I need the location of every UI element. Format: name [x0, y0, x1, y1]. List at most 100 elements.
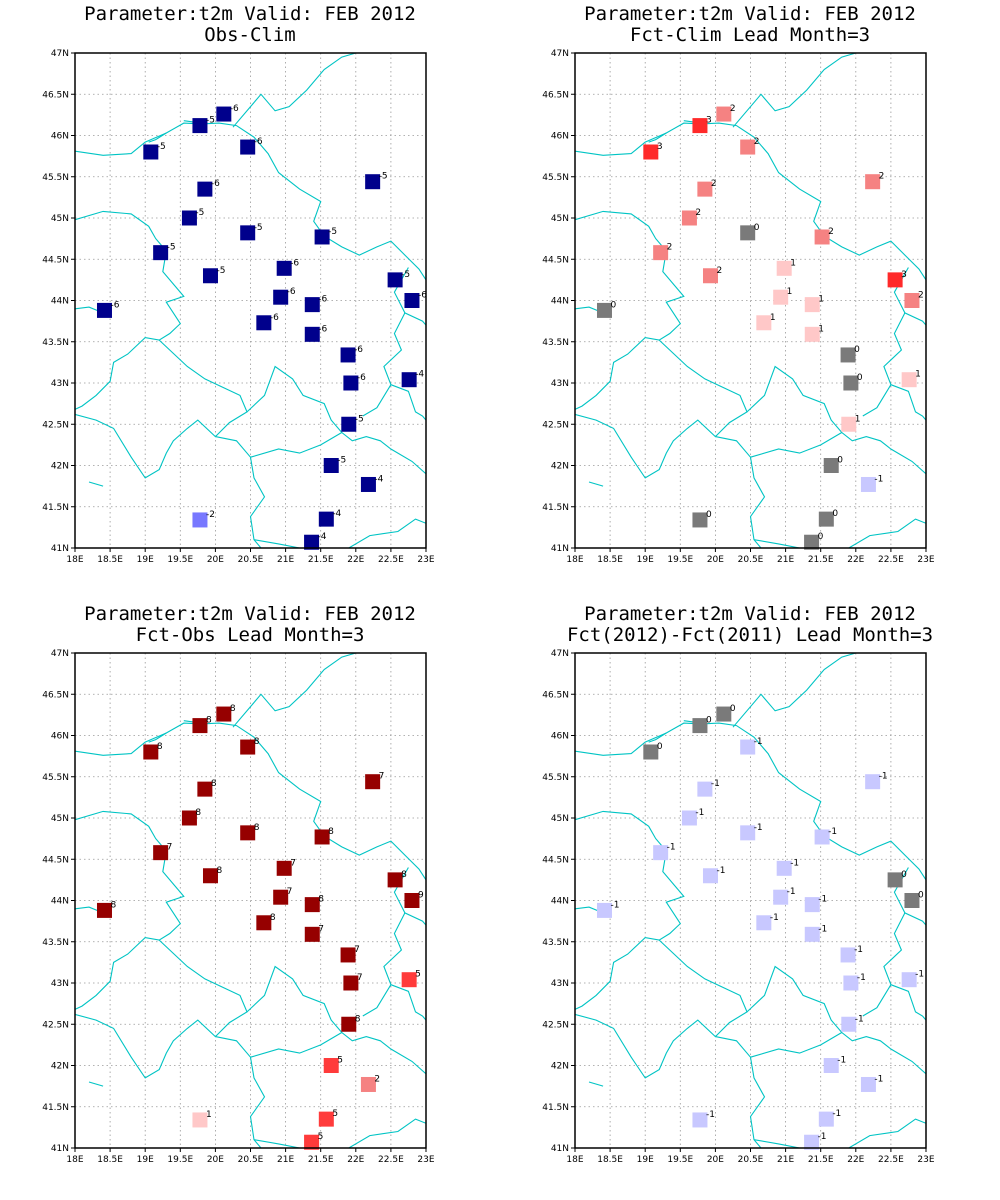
x-tick-label: 18E	[566, 1155, 583, 1165]
x-tick-label: 18.5E	[597, 555, 623, 565]
station-marker	[240, 139, 256, 155]
station-marker	[343, 975, 359, 991]
border-line	[753, 539, 800, 548]
station-marker	[823, 458, 839, 473]
plot-frame	[74, 52, 427, 549]
station-value-label: -6	[418, 291, 427, 301]
border-line	[215, 1036, 266, 1148]
station-value-label: -1	[770, 913, 779, 923]
station-marker	[340, 347, 356, 363]
y-tick-label: 47N	[51, 649, 69, 659]
y-tick-label: 41.5N	[42, 503, 69, 513]
station-marker	[216, 706, 232, 722]
x-tick-label: 20.5E	[238, 1155, 264, 1165]
station-value-label: 5	[318, 1132, 324, 1142]
x-tick-label: 20.5E	[738, 1155, 764, 1165]
x-tick-label: 19E	[137, 1155, 154, 1165]
station-marker	[804, 297, 820, 313]
y-tick-label: 44.5N	[542, 255, 569, 265]
border-line	[148, 132, 167, 143]
station-marker	[596, 302, 612, 318]
border-line	[75, 810, 185, 1010]
y-tick-label: 42N	[51, 462, 69, 472]
station-value-label: 8	[195, 808, 201, 818]
station-marker	[814, 229, 830, 245]
y-tick-label: 43N	[551, 979, 569, 989]
station-value-label: 2	[711, 179, 717, 189]
border-line	[148, 732, 167, 743]
plot-frame	[574, 652, 927, 1149]
x-tick-label: 19.5E	[167, 1155, 193, 1165]
station-value-label: -5	[328, 227, 337, 237]
station-marker	[404, 293, 420, 308]
station-value-label: -6	[318, 324, 327, 334]
station-marker	[904, 293, 920, 308]
station-value-label: 3	[706, 116, 712, 126]
station-value-label: 0	[818, 532, 824, 542]
station-marker	[804, 1134, 820, 1150]
y-tick-label: 41N	[51, 1144, 69, 1154]
border-line	[253, 539, 300, 548]
border-line	[232, 653, 356, 728]
station-marker	[773, 289, 789, 305]
border-line	[648, 132, 667, 143]
border-line	[88, 1081, 104, 1087]
station-value-label: -1	[874, 1074, 883, 1084]
border-line	[732, 53, 856, 128]
station-marker	[304, 1134, 320, 1150]
border-line	[75, 122, 426, 281]
border-line	[848, 518, 926, 548]
station-value-label: 1	[915, 370, 921, 380]
station-value-label: -1	[915, 970, 924, 980]
x-tick-label: 18.5E	[597, 1155, 623, 1165]
y-tick-label: 46N	[551, 132, 569, 142]
station-value-label: 1	[790, 258, 796, 268]
y-tick-label: 43.5N	[42, 338, 69, 348]
station-value-label: 2	[754, 137, 760, 147]
station-value-label: -5	[195, 208, 204, 218]
x-tick-label: 19.5E	[667, 555, 693, 565]
station-value-label: -1	[787, 887, 796, 897]
station-value-label: -6	[290, 258, 299, 268]
country-borders	[575, 53, 926, 548]
station-value-label: -4	[318, 532, 327, 542]
station-value-label: 7	[287, 887, 293, 897]
station-value-label: 0	[857, 373, 863, 383]
border-line	[715, 1036, 766, 1148]
y-tick-label: 41N	[51, 544, 69, 554]
station-marker	[401, 372, 417, 388]
y-tick-label: 44N	[551, 897, 569, 907]
border-line	[362, 312, 406, 417]
station-value-label: -1	[695, 808, 704, 818]
station-marker	[181, 810, 197, 826]
border-line	[588, 1081, 604, 1087]
panel-fct-clim: Parameter:t2m Valid: FEB 2012 Fct-Clim Le…	[500, 0, 1000, 600]
station-value-label: -6	[110, 300, 119, 310]
station-value-label: 1	[818, 324, 824, 334]
station-value-label: 2	[374, 1074, 380, 1084]
station-value-label: -6	[287, 287, 296, 297]
station-marker	[276, 860, 292, 876]
border-line	[250, 1032, 343, 1058]
border-line	[715, 436, 766, 548]
station-marker	[360, 1076, 376, 1092]
border-line	[253, 1139, 300, 1148]
x-tick-label: 21.5E	[308, 555, 334, 565]
station-marker	[697, 181, 713, 197]
station-marker	[692, 718, 708, 734]
station-marker	[860, 476, 876, 492]
station-value-label: -1	[828, 827, 837, 837]
border-line	[575, 939, 748, 1079]
station-value-label: -1	[754, 737, 763, 747]
x-tick-label: 18.5E	[97, 555, 123, 565]
title-line-1: Parameter:t2m Valid: FEB 2012	[584, 3, 916, 25]
station-marker	[702, 268, 718, 284]
station-marker	[143, 744, 159, 760]
map-fct-diff: Parameter:t2m Valid: FEB 2012Fct(2012)-F…	[542, 603, 935, 1165]
title-line-2: Fct-Clim Lead Month=3	[630, 24, 870, 46]
border-line	[215, 436, 266, 548]
station-value-label: 0	[657, 742, 663, 752]
station-marker	[843, 975, 859, 991]
